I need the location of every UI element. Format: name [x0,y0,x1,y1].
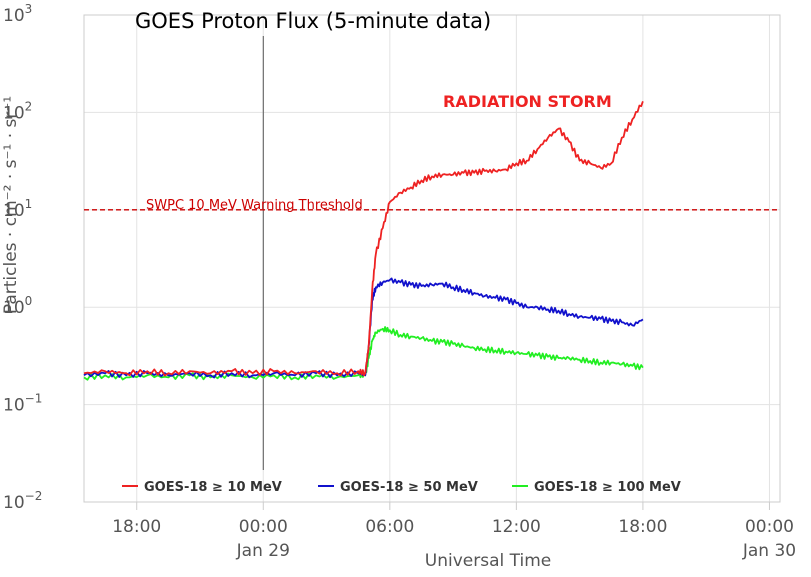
legend-label: GOES-18 ≥ 10 MeV [144,480,282,495]
x-tick-label: 18:00 [618,517,667,537]
legend: GOES-18 ≥ 10 MeV GOES-18 ≥ 50 MeV GOES-18 … [122,480,681,495]
legend-label: GOES-18 ≥ 100 MeV [534,480,681,495]
x-tick-label: 12:00 [492,517,541,537]
x-tick-sublabel: Jan 29 [236,541,290,561]
threshold-label: SWPC 10 MeV Warning Threshold [146,198,363,213]
series-line-10mev [83,101,644,377]
y-tick-base: 10 [3,103,25,123]
plot-frame [83,14,781,503]
y-tick-base: 10 [3,201,25,221]
x-tick-sublabel: Jan 30 [742,541,796,561]
y-tick-exponent: −2 [25,489,43,503]
y-tick-label: 10−2 [3,489,42,513]
y-tick-base: 10 [3,6,25,26]
y-tick-exponent: 0 [25,294,33,308]
y-tick-exponent: 3 [25,2,33,16]
y-tick-exponent: −1 [25,392,43,406]
y-tick-exponent: 1 [25,197,33,211]
x-axis-title: Universal Time [425,551,551,571]
x-tick-label: 18:00 [112,517,161,537]
y-tick-base: 10 [3,298,25,318]
y-tick-base: 10 [3,396,25,416]
series-layer [83,101,644,381]
y-tick-label: 100 [3,294,32,318]
radiation-storm-label: RADIATION STORM [443,92,612,111]
x-tick-label: 00:00 [239,517,288,537]
y-tick-exponent: 2 [25,99,33,113]
y-tick-label: 102 [3,99,32,123]
y-tick-label: 101 [3,197,32,221]
chart-title: GOES Proton Flux (5-minute data) [135,9,491,33]
legend-label: GOES-18 ≥ 50 MeV [340,480,478,495]
y-tick-label: 10−1 [3,392,42,416]
y-axis-title: Particles · cm⁻² · s⁻¹ · sr⁻¹ [1,96,21,314]
x-tick-label: 00:00 [745,517,794,537]
x-tick-label: 06:00 [365,517,414,537]
y-tick-base: 10 [3,493,25,513]
y-tick-label: 103 [3,2,32,26]
series-line-50mev [83,277,644,379]
